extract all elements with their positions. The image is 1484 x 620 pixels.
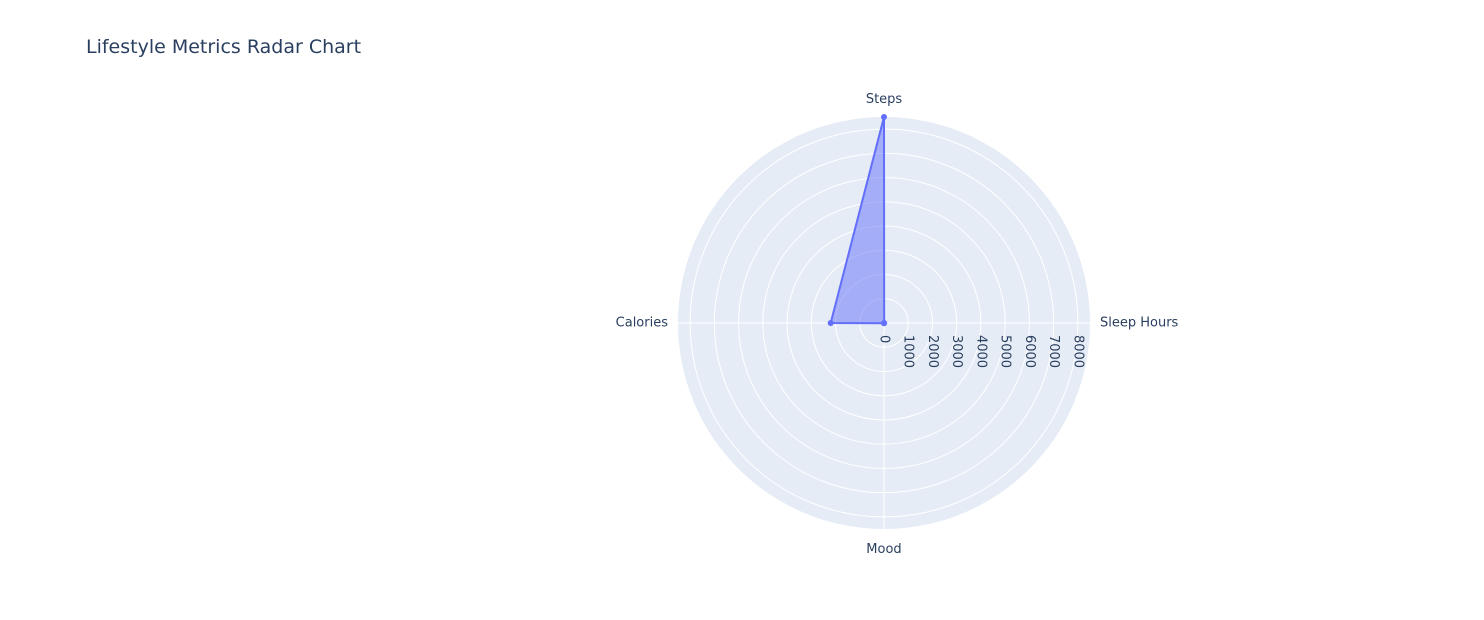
radial-tick-label: 2000	[925, 335, 940, 368]
category-label: Mood	[866, 542, 901, 557]
category-label: Sleep Hours	[1100, 316, 1179, 331]
radial-tick-label: 7000	[1046, 335, 1061, 368]
radial-tick-label: 4000	[973, 335, 988, 368]
radial-tick-label: 8000	[1070, 335, 1085, 368]
radial-tick-label: 1000	[901, 335, 916, 368]
category-label: Steps	[866, 92, 903, 107]
radial-tick-label: 3000	[949, 335, 964, 368]
radial-tick-label: 5000	[998, 335, 1013, 368]
category-label: Calories	[616, 316, 669, 331]
radial-tick-label: 6000	[1022, 335, 1037, 368]
data-point	[881, 114, 887, 120]
chart-title: Lifestyle Metrics Radar Chart	[86, 36, 362, 58]
radial-tick-label: 0	[877, 335, 892, 343]
data-point	[881, 320, 887, 327]
data-point	[827, 320, 834, 326]
